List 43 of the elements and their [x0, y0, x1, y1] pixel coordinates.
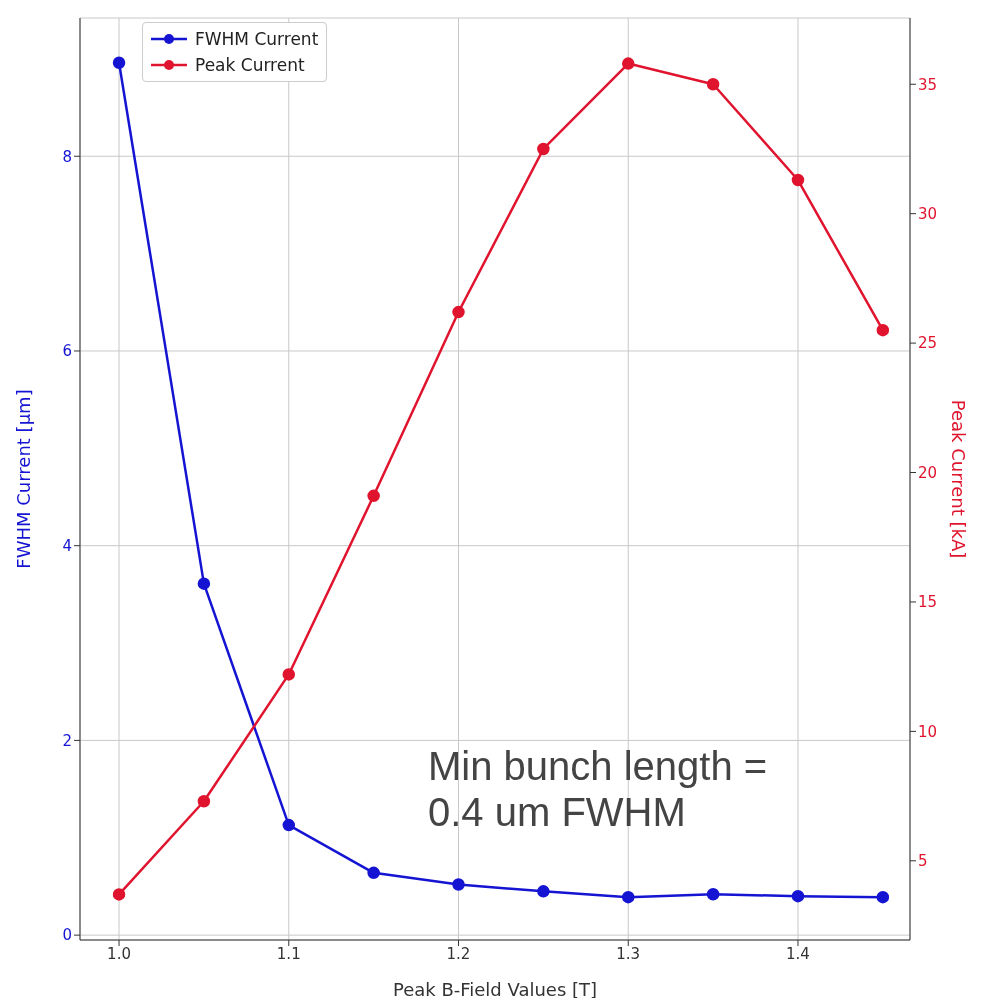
- point: [791, 173, 805, 187]
- point: [112, 56, 126, 70]
- point: [282, 668, 296, 681]
- point: [621, 57, 635, 70]
- annotation: Min bunch length = 0.4 um FWHM: [428, 743, 769, 835]
- point: [706, 78, 720, 91]
- y-tick-label: 8: [62, 147, 72, 166]
- point: [537, 885, 550, 898]
- point: [452, 878, 465, 891]
- x-tick-label: 1.2: [446, 944, 471, 963]
- point: [282, 818, 296, 832]
- point: [537, 142, 550, 156]
- y2-tick-label: 35: [918, 75, 938, 94]
- x-tick-label: 1.0: [107, 944, 131, 963]
- x-tick-label: 1.3: [616, 944, 641, 963]
- point: [621, 890, 635, 904]
- point: [367, 866, 380, 880]
- x-tick-label: 1.1: [276, 944, 301, 963]
- y-tick-label: 6: [62, 342, 72, 361]
- x-tick-label: 1.4: [786, 944, 810, 963]
- y2-tick-label: 30: [918, 205, 938, 224]
- point: [876, 323, 890, 337]
- legend-label: FWHM Current: [195, 28, 319, 51]
- y-tick-label: 2: [62, 731, 72, 750]
- y2-tick-label: 15: [918, 593, 938, 612]
- point: [452, 305, 465, 319]
- x-axis-title: Peak B-Field Values [T]: [392, 979, 598, 1000]
- y-axis-title: FWHM Current [µm]: [13, 389, 35, 569]
- point: [197, 577, 211, 590]
- y2-tick-label: 25: [918, 334, 938, 353]
- point: [876, 890, 890, 904]
- legend-label: Peak Current: [195, 54, 305, 77]
- point: [112, 888, 126, 901]
- y-tick-label: 4: [62, 537, 72, 556]
- y2-tick-label: 20: [918, 463, 938, 482]
- y2-tick-label: 10: [918, 722, 938, 741]
- point: [791, 889, 805, 903]
- y2-axis-title: Peak Current [kA]: [947, 399, 969, 559]
- point: [367, 489, 380, 503]
- y2-tick-label: 5: [918, 852, 928, 871]
- point: [706, 887, 720, 901]
- y-tick-label: 0: [62, 926, 72, 945]
- point: [197, 795, 211, 808]
